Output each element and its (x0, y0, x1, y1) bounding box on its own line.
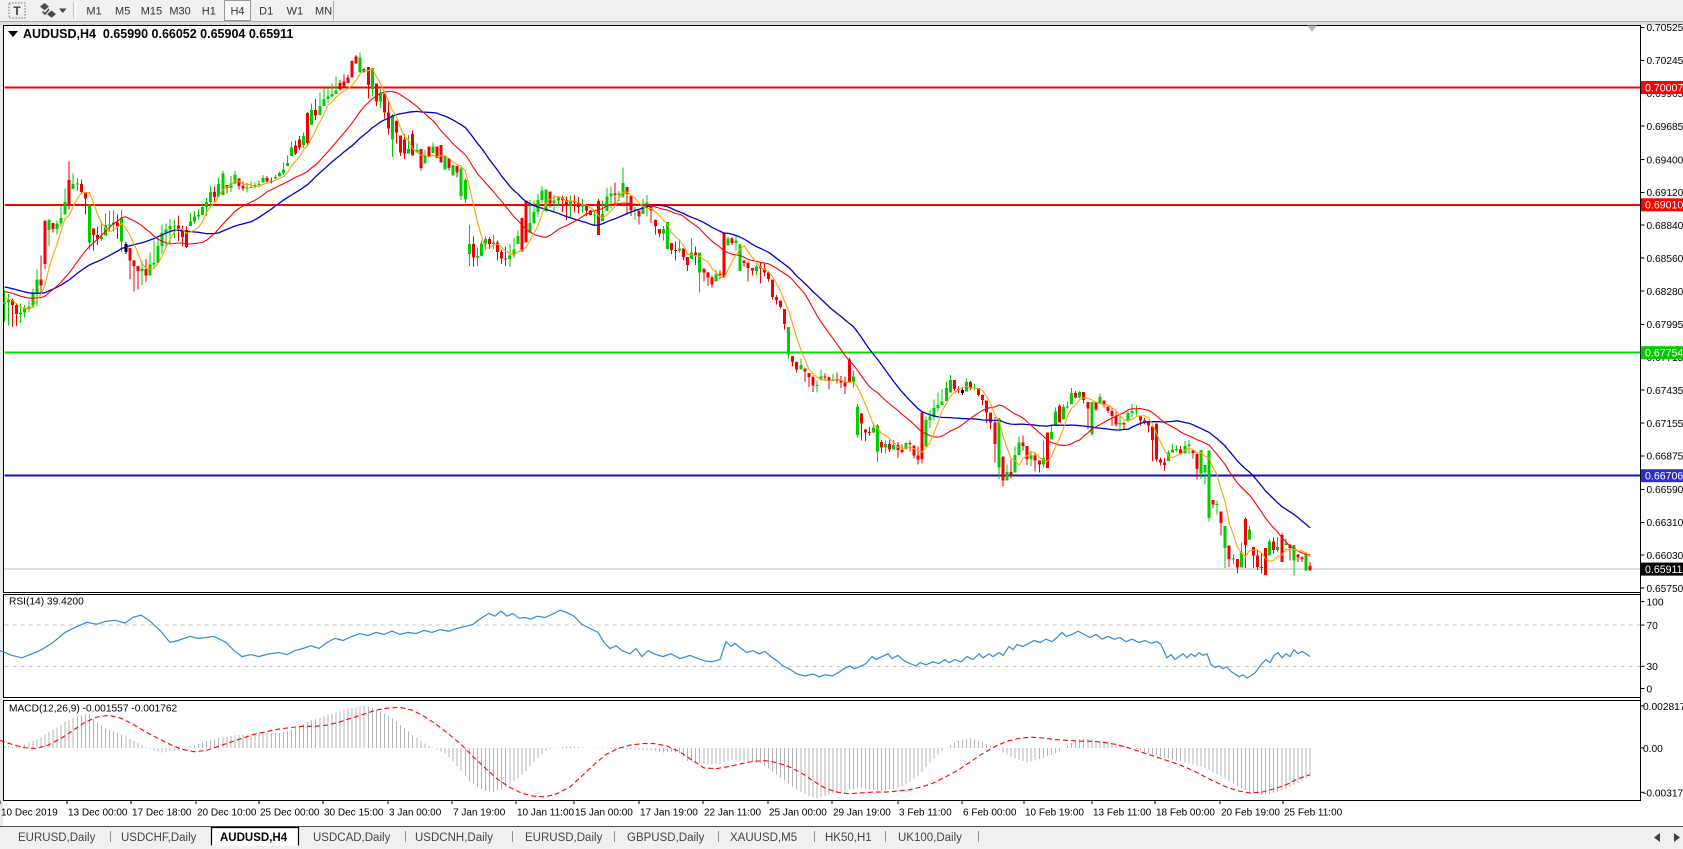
svg-text:25 Dec 00:00: 25 Dec 00:00 (260, 808, 320, 819)
svg-text:30 Dec 15:00: 30 Dec 15:00 (324, 808, 384, 819)
svg-text:0.69685: 0.69685 (1647, 122, 1683, 133)
svg-text:18 Feb 00:00: 18 Feb 00:00 (1156, 808, 1215, 819)
svg-text:6 Feb 00:00: 6 Feb 00:00 (963, 808, 1017, 819)
svg-text:30: 30 (1647, 662, 1659, 673)
svg-text:0.69120: 0.69120 (1647, 188, 1683, 199)
svg-text:0.70007: 0.70007 (1645, 82, 1683, 94)
svg-text:RSI(14) 39.4200: RSI(14) 39.4200 (9, 597, 84, 608)
svg-text:10 Jan 11:00: 10 Jan 11:00 (517, 808, 575, 819)
svg-text:0.66706: 0.66706 (1645, 471, 1683, 483)
svg-text:M30: M30 (169, 6, 190, 18)
svg-text:AUDUSD,H4 0.65990 0.66052 0.6: AUDUSD,H4 0.65990 0.66052 0.65904 0.6591… (23, 27, 293, 41)
svg-text:XAUUSD,M5: XAUUSD,M5 (730, 832, 797, 844)
svg-text:13 Dec 00:00: 13 Dec 00:00 (68, 808, 128, 819)
svg-text:0.67995: 0.67995 (1647, 320, 1683, 331)
svg-text:GBPUSD,Daily: GBPUSD,Daily (627, 832, 705, 844)
svg-text:M15: M15 (141, 6, 162, 18)
svg-text:0.66875: 0.66875 (1647, 452, 1683, 463)
svg-text:3 Jan 00:00: 3 Jan 00:00 (389, 808, 442, 819)
svg-text:0.70245: 0.70245 (1647, 56, 1683, 67)
svg-text:0.67155: 0.67155 (1647, 419, 1683, 430)
svg-text:0.65911: 0.65911 (1645, 564, 1683, 576)
svg-text:0.67754: 0.67754 (1645, 348, 1683, 360)
svg-text:EURUSD,Daily: EURUSD,Daily (525, 832, 603, 844)
svg-text:M5: M5 (115, 6, 130, 18)
svg-text:25 Feb 11:00: 25 Feb 11:00 (1284, 808, 1343, 819)
svg-text:15 Jan 00:00: 15 Jan 00:00 (575, 808, 633, 819)
svg-text:20 Dec 10:00: 20 Dec 10:00 (197, 808, 257, 819)
svg-text:USDCNH,Daily: USDCNH,Daily (415, 832, 493, 844)
svg-text:25 Jan 00:00: 25 Jan 00:00 (769, 808, 827, 819)
svg-text:0.68840: 0.68840 (1647, 221, 1683, 232)
svg-text:MACD(12,26,9) -0.001557 -0.001: MACD(12,26,9) -0.001557 -0.001762 (9, 704, 178, 715)
svg-text:H4: H4 (230, 6, 244, 18)
svg-text:AUDUSD,H4: AUDUSD,H4 (220, 832, 288, 844)
svg-text:29 Jan 19:00: 29 Jan 19:00 (833, 808, 891, 819)
svg-text:M1: M1 (86, 6, 101, 18)
svg-text:D1: D1 (259, 6, 273, 18)
svg-text:17 Dec 18:00: 17 Dec 18:00 (132, 808, 192, 819)
svg-text:20 Feb 19:00: 20 Feb 19:00 (1221, 808, 1280, 819)
svg-text:W1: W1 (287, 6, 304, 18)
svg-text:17 Jan 19:00: 17 Jan 19:00 (640, 808, 698, 819)
svg-text:H1: H1 (202, 6, 216, 18)
svg-text:3 Feb 11:00: 3 Feb 11:00 (899, 808, 952, 819)
svg-text:0.69010: 0.69010 (1645, 200, 1683, 212)
svg-text:0.69965: 0.69965 (1647, 89, 1683, 100)
svg-text:7 Jan 19:00: 7 Jan 19:00 (453, 808, 506, 819)
svg-text:22 Jan 11:00: 22 Jan 11:00 (704, 808, 762, 819)
svg-text:USDCAD,Daily: USDCAD,Daily (313, 832, 391, 844)
svg-text:MN: MN (315, 6, 332, 18)
svg-text:0.66590: 0.66590 (1647, 485, 1683, 496)
svg-text:-0.0031795: -0.0031795 (1643, 788, 1683, 799)
svg-text:10 Feb 19:00: 10 Feb 19:00 (1025, 808, 1084, 819)
svg-text:0.69400: 0.69400 (1647, 155, 1683, 166)
svg-text:0.68280: 0.68280 (1647, 287, 1683, 298)
svg-text:USDCHF,Daily: USDCHF,Daily (121, 832, 197, 844)
svg-text:0.65750: 0.65750 (1647, 584, 1683, 595)
svg-text:0.67435: 0.67435 (1647, 386, 1683, 397)
svg-text:0.002817: 0.002817 (1643, 702, 1683, 713)
svg-text:100: 100 (1647, 597, 1664, 608)
svg-text:0.70525: 0.70525 (1647, 23, 1683, 34)
svg-text:HK50,H1: HK50,H1 (825, 832, 872, 844)
svg-text:13 Feb 11:00: 13 Feb 11:00 (1093, 808, 1152, 819)
svg-text:UK100,Daily: UK100,Daily (898, 832, 962, 844)
svg-text:EURUSD,Daily: EURUSD,Daily (18, 832, 96, 844)
svg-text:0.66310: 0.66310 (1647, 518, 1683, 529)
svg-text:70: 70 (1647, 621, 1659, 632)
svg-text:10 Dec 2019: 10 Dec 2019 (1, 808, 58, 819)
svg-text:0.66030: 0.66030 (1647, 551, 1683, 562)
svg-text:0.68560: 0.68560 (1647, 254, 1683, 265)
svg-text:0: 0 (1647, 684, 1653, 695)
svg-text:0.00: 0.00 (1643, 744, 1663, 755)
svg-text:T: T (13, 4, 21, 18)
